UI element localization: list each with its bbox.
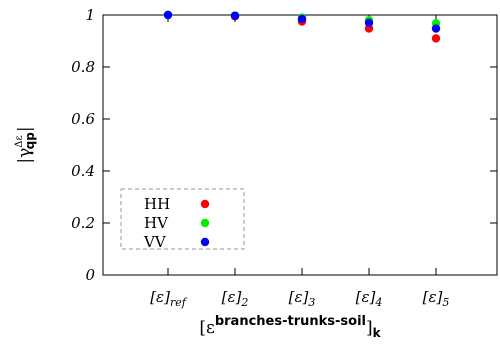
y-tick-label: 0.2	[71, 214, 95, 232]
x-tick-label: [ε]3	[289, 288, 316, 309]
y-axis-title: |γΔεqp|	[14, 126, 37, 163]
point-vv	[431, 24, 441, 33]
y-tick-label: 0	[85, 266, 95, 284]
legend-marker-hh	[200, 199, 210, 209]
y-tick-label: 0.8	[71, 58, 95, 76]
x-axis-title: [εbranches-trunks-soil]k	[199, 314, 381, 340]
legend-marker-hv	[200, 218, 210, 228]
x-axis-ticks: [ε]ref [ε]2 [ε]3 [ε]4 [ε]5	[150, 15, 449, 309]
axis-titles: [εbranches-trunks-soil]k |γΔεqp|	[14, 126, 382, 340]
legend-label-vv: VV	[143, 233, 167, 251]
y-tick-label: 1	[85, 6, 95, 24]
x-tick-label: [ε]2	[222, 288, 249, 309]
y-tick-label: 0.6	[71, 110, 95, 128]
point-hh	[431, 34, 441, 43]
legend-frame	[120, 188, 245, 250]
legend-marker-vv	[200, 237, 210, 247]
legend-label-hv: HV	[144, 214, 169, 232]
point-vv	[230, 11, 240, 20]
x-tick-label: [ε]5	[423, 288, 450, 309]
x-tick-label: [ε]4	[356, 288, 383, 309]
point-vv	[364, 18, 374, 27]
point-vv	[163, 10, 173, 20]
y-axis-ticks: 0 0.2 0.4 0.6 0.8 1	[71, 6, 497, 284]
x-tick-label: [ε]ref	[150, 288, 188, 309]
y-tick-label: 0.4	[71, 162, 95, 180]
data-points	[163, 10, 441, 43]
point-vv	[297, 14, 307, 24]
legend-label-hh: HH	[144, 195, 170, 213]
